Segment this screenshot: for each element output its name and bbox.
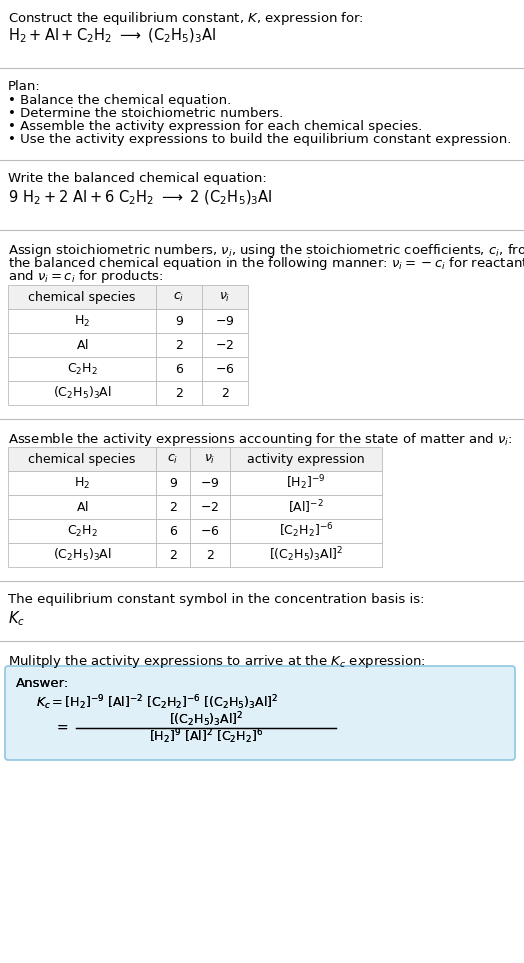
Text: $-9$: $-9$ xyxy=(215,315,235,327)
Text: $-6$: $-6$ xyxy=(200,525,220,537)
Text: • Assemble the activity expression for each chemical species.: • Assemble the activity expression for e… xyxy=(8,120,422,133)
Bar xyxy=(156,495,190,519)
Text: $[\mathrm{Al}]^{-2}$: $[\mathrm{Al}]^{-2}$ xyxy=(288,498,324,516)
Bar xyxy=(156,519,190,543)
Text: $\mathrm{H_2}$: $\mathrm{H_2}$ xyxy=(74,476,90,490)
Text: $K_c = [\mathrm{H_2}]^{-9}\ [\mathrm{Al}]^{-2}\ [\mathrm{C_2H_2}]^{-6}\ [(\mathr: $K_c = [\mathrm{H_2}]^{-9}\ [\mathrm{Al}… xyxy=(36,693,278,712)
Text: Construct the equilibrium constant, $K$, expression for:: Construct the equilibrium constant, $K$,… xyxy=(8,10,364,27)
Text: 6: 6 xyxy=(175,362,183,376)
Text: 2: 2 xyxy=(169,501,177,513)
Bar xyxy=(156,543,190,567)
Text: $[\mathrm{H_2}]^9\ [\mathrm{Al}]^2\ [\mathrm{C_2H_2}]^6$: $[\mathrm{H_2}]^9\ [\mathrm{Al}]^2\ [\ma… xyxy=(149,728,263,746)
Text: • Balance the chemical equation.: • Balance the chemical equation. xyxy=(8,94,231,107)
Bar xyxy=(190,519,230,543)
Text: the balanced chemical equation in the following manner: $\nu_i = -c_i$ for react: the balanced chemical equation in the fo… xyxy=(8,255,524,272)
Text: 2: 2 xyxy=(175,386,183,400)
Text: 9: 9 xyxy=(175,315,183,327)
Bar xyxy=(156,333,202,357)
Text: $\nu_i$: $\nu_i$ xyxy=(220,291,231,303)
Text: chemical species: chemical species xyxy=(28,291,136,303)
Bar xyxy=(190,447,230,471)
Text: Write the balanced chemical equation:: Write the balanced chemical equation: xyxy=(8,172,267,185)
Text: $\mathrm{9\ H_2 + 2\ Al + 6\ C_2H_2 \ \longrightarrow \ 2\ (C_2H_5)_3Al}$: $\mathrm{9\ H_2 + 2\ Al + 6\ C_2H_2 \ \l… xyxy=(8,189,272,207)
Bar xyxy=(230,543,382,567)
Text: $[(\mathrm{C_2H_5})_3\mathrm{Al}]^2$: $[(\mathrm{C_2H_5})_3\mathrm{Al}]^2$ xyxy=(169,711,243,729)
Text: chemical species: chemical species xyxy=(28,453,136,465)
Bar xyxy=(156,381,202,405)
Text: $[\mathrm{C_2H_2}]^{-6}$: $[\mathrm{C_2H_2}]^{-6}$ xyxy=(279,522,333,540)
Text: $\mathrm{C_2H_2}$: $\mathrm{C_2H_2}$ xyxy=(67,361,97,377)
Text: $[(\mathrm{C_2H_5})_3\mathrm{Al}]^2$: $[(\mathrm{C_2H_5})_3\mathrm{Al}]^2$ xyxy=(269,546,343,564)
Bar xyxy=(156,357,202,381)
Text: $K_c$: $K_c$ xyxy=(8,609,25,628)
Bar xyxy=(8,333,156,357)
Text: • Use the activity expressions to build the equilibrium constant expression.: • Use the activity expressions to build … xyxy=(8,133,511,146)
Text: $\mathrm{Al}$: $\mathrm{Al}$ xyxy=(75,338,89,352)
Bar xyxy=(8,447,156,471)
Text: 2: 2 xyxy=(221,386,229,400)
Text: $\mathrm{C_2H_2}$: $\mathrm{C_2H_2}$ xyxy=(67,524,97,538)
Bar xyxy=(8,519,156,543)
Bar xyxy=(8,357,156,381)
Bar xyxy=(156,309,202,333)
Text: $\mathrm{H_2}$: $\mathrm{H_2}$ xyxy=(74,313,90,328)
Bar xyxy=(8,309,156,333)
Text: $=$: $=$ xyxy=(54,720,69,734)
Text: 2: 2 xyxy=(175,339,183,351)
Text: 6: 6 xyxy=(169,525,177,537)
Bar xyxy=(190,471,230,495)
Text: activity expression: activity expression xyxy=(247,453,365,465)
Bar xyxy=(202,309,248,333)
Text: $\mathrm{(C_2H_5)_3Al}$: $\mathrm{(C_2H_5)_3Al}$ xyxy=(52,547,112,563)
Text: 9: 9 xyxy=(169,477,177,489)
Bar xyxy=(202,333,248,357)
Text: and $\nu_i = c_i$ for products:: and $\nu_i = c_i$ for products: xyxy=(8,268,163,285)
Text: $\nu_i$: $\nu_i$ xyxy=(204,453,216,465)
Bar xyxy=(202,381,248,405)
Bar xyxy=(8,381,156,405)
Bar xyxy=(8,471,156,495)
Bar xyxy=(8,543,156,567)
Text: Mulitply the activity expressions to arrive at the $K_c$ expression:: Mulitply the activity expressions to arr… xyxy=(8,653,426,670)
Text: • Determine the stoichiometric numbers.: • Determine the stoichiometric numbers. xyxy=(8,107,283,120)
Text: $-6$: $-6$ xyxy=(215,362,235,376)
Text: $-2$: $-2$ xyxy=(215,339,235,351)
Text: $[(\mathrm{C_2H_5})_3\mathrm{Al}]^2$: $[(\mathrm{C_2H_5})_3\mathrm{Al}]^2$ xyxy=(169,711,243,729)
Text: Plan:: Plan: xyxy=(8,80,41,93)
Text: $[\mathrm{H_2}]^9\ [\mathrm{Al}]^2\ [\mathrm{C_2H_2}]^6$: $[\mathrm{H_2}]^9\ [\mathrm{Al}]^2\ [\ma… xyxy=(149,728,263,746)
Text: Assemble the activity expressions accounting for the state of matter and $\nu_i$: Assemble the activity expressions accoun… xyxy=(8,431,512,448)
Bar xyxy=(202,357,248,381)
Text: Answer:: Answer: xyxy=(16,677,69,690)
Bar xyxy=(230,495,382,519)
FancyBboxPatch shape xyxy=(5,666,515,760)
Text: $c_i$: $c_i$ xyxy=(167,453,179,465)
Bar xyxy=(156,471,190,495)
Text: $-9$: $-9$ xyxy=(200,477,220,489)
Text: $\mathrm{(C_2H_5)_3Al}$: $\mathrm{(C_2H_5)_3Al}$ xyxy=(52,385,112,401)
Bar xyxy=(156,447,190,471)
Text: $\mathrm{H_2 + Al + C_2H_2 \ \longrightarrow \ (C_2H_5)_3Al}$: $\mathrm{H_2 + Al + C_2H_2 \ \longrighta… xyxy=(8,27,216,45)
Text: $\mathrm{Al}$: $\mathrm{Al}$ xyxy=(75,500,89,514)
Bar xyxy=(230,519,382,543)
Text: The equilibrium constant symbol in the concentration basis is:: The equilibrium constant symbol in the c… xyxy=(8,593,424,606)
Text: $K_c = [\mathrm{H_2}]^{-9}\ [\mathrm{Al}]^{-2}\ [\mathrm{C_2H_2}]^{-6}\ [(\mathr: $K_c = [\mathrm{H_2}]^{-9}\ [\mathrm{Al}… xyxy=(36,693,278,712)
Text: $c_i$: $c_i$ xyxy=(173,291,184,303)
Bar xyxy=(190,543,230,567)
Text: 2: 2 xyxy=(206,549,214,561)
Text: 2: 2 xyxy=(169,549,177,561)
Text: $-2$: $-2$ xyxy=(201,501,220,513)
Bar xyxy=(8,285,156,309)
Bar xyxy=(230,471,382,495)
Bar xyxy=(8,495,156,519)
Text: Answer:: Answer: xyxy=(16,677,69,690)
Bar xyxy=(202,285,248,309)
Bar xyxy=(156,285,202,309)
Text: $[\mathrm{H_2}]^{-9}$: $[\mathrm{H_2}]^{-9}$ xyxy=(286,474,326,492)
Text: $=$: $=$ xyxy=(54,720,69,734)
Bar xyxy=(190,495,230,519)
Bar xyxy=(230,447,382,471)
Text: Assign stoichiometric numbers, $\nu_i$, using the stoichiometric coefficients, $: Assign stoichiometric numbers, $\nu_i$, … xyxy=(8,242,524,259)
